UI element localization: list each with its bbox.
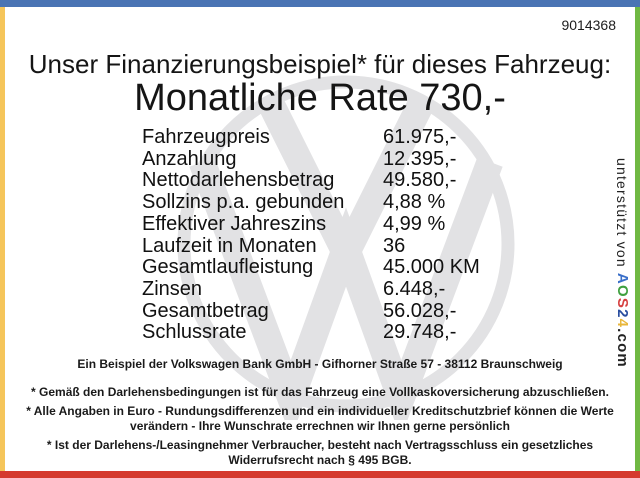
row-label: Zinsen xyxy=(142,277,203,300)
table-row: Gesamtlaufleistung 45.000 KM xyxy=(142,257,480,279)
table-row: Zinsen 6.448,- xyxy=(142,277,480,301)
row-value: 4,99 % xyxy=(383,212,446,235)
row-value: 4,88 % xyxy=(383,191,446,214)
table-row: Nettodarlehensbetrag 49.580,- xyxy=(142,170,480,192)
row-value: 12.395,- xyxy=(383,147,457,170)
table-row: Fahrzeugpreis 61.975,- xyxy=(142,126,480,149)
supported-by-label: unterstützt von xyxy=(614,158,630,273)
row-label: Gesamtlaufleistung xyxy=(142,256,314,279)
brand-letter: 2 xyxy=(614,309,631,319)
aos24-logo: AOS24 xyxy=(614,273,631,328)
aos24-domain-suffix: .com xyxy=(614,328,631,368)
table-row: Schlussrate 29.748,- xyxy=(142,322,480,344)
footnote: * Alle Angaben in Euro - Rundungsdiffere… xyxy=(26,404,614,433)
row-value: 45.000 KM xyxy=(383,256,480,279)
table-row: Gesamtbetrag 56.028,- xyxy=(142,299,480,323)
row-label: Sollzins p.a. gebunden xyxy=(142,191,345,214)
brand-letter: O xyxy=(614,284,631,298)
row-value: 56.028,- xyxy=(383,299,457,322)
frame-bar-right xyxy=(635,7,640,471)
frame-bar-left xyxy=(0,7,5,471)
brand-letter: S xyxy=(614,297,631,310)
row-label: Anzahlung xyxy=(142,147,237,170)
offer-id: 9014368 xyxy=(561,17,616,33)
brand-letter: A xyxy=(614,272,631,285)
row-label: Nettodarlehensbetrag xyxy=(142,169,335,192)
row-label: Effektiver Jahreszins xyxy=(142,212,327,235)
bank-address-line: Ein Beispiel der Volkswagen Bank GmbH - … xyxy=(77,357,563,371)
row-label: Gesamtbetrag xyxy=(142,299,269,322)
footnote: * Gemäß den Darlehensbedingungen ist für… xyxy=(31,385,609,399)
row-label: Laufzeit in Monaten xyxy=(142,234,317,257)
table-row: Anzahlung 12.395,- xyxy=(142,147,480,171)
footnote: * Ist der Darlehens-/Leasingnehmer Verbr… xyxy=(46,438,594,467)
frame-bar-top xyxy=(0,0,640,7)
table-row: Laufzeit in Monaten 36 xyxy=(142,234,480,258)
row-value: 6.448,- xyxy=(383,277,446,300)
monthly-rate-headline: Monatliche Rate 730,- xyxy=(134,77,506,119)
page-title: Unser Finanzierungsbeispiel* für dieses … xyxy=(28,49,612,79)
vw-logo-watermark-icon xyxy=(177,75,515,420)
brand-letter: 4 xyxy=(614,318,631,329)
row-value: 49.580,- xyxy=(383,169,457,192)
frame-bar-bottom xyxy=(0,471,640,478)
row-value: 29.748,- xyxy=(383,321,457,344)
table-row: Sollzins p.a. gebunden 4,88 % xyxy=(142,191,480,214)
row-label: Fahrzeugpreis xyxy=(142,126,270,148)
finance-table: Fahrzeugpreis 61.975,- Anzahlung 12.395,- Ne… xyxy=(142,126,480,344)
row-value: 36 xyxy=(383,234,406,257)
footer-disclaimers: Ein Beispiel der Volkswagen Bank GmbH - … xyxy=(8,357,632,472)
table-row: Effektiver Jahreszins 4,99 % xyxy=(142,212,480,236)
footnotes: * Gemäß den Darlehensbedingungen ist für… xyxy=(8,385,632,468)
row-label: Schlussrate xyxy=(142,321,247,344)
supported-by-vertical-text: unterstützt von AOS24.com xyxy=(614,158,631,368)
row-value: 61.975,- xyxy=(383,126,457,148)
